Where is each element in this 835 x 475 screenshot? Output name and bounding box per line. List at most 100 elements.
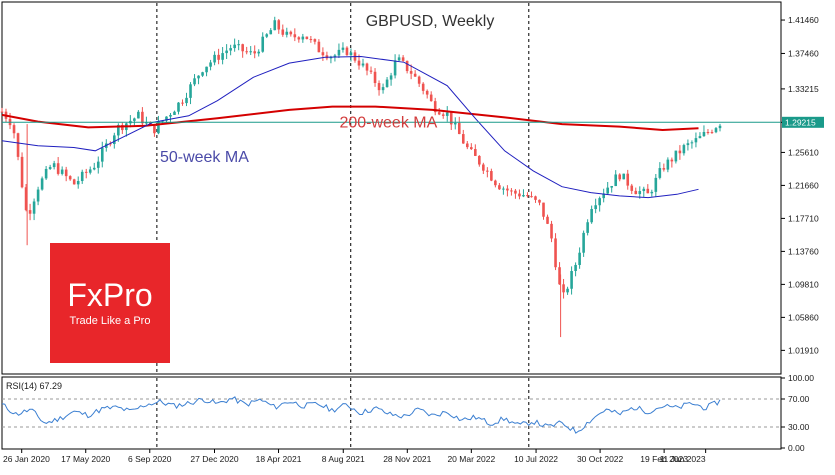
candle-body-94 (377, 83, 381, 91)
candle-body-52 (209, 62, 212, 67)
candle-body-85 (341, 47, 345, 50)
candle-body-84 (337, 49, 341, 56)
candle-body-128 (514, 190, 517, 194)
candle-body-38 (153, 124, 156, 134)
time-tick-label-0: 26 Jan 2020 (3, 454, 50, 464)
chart-title: GBPUSD, Weekly (366, 13, 495, 30)
candle-body-116 (465, 143, 469, 148)
candle-body-7 (28, 210, 32, 214)
candle-body-102 (409, 71, 413, 74)
candle-body-109 (437, 112, 441, 115)
candle-body-122 (490, 171, 493, 181)
time-tick-label-9: 30 Oct 2022 (577, 454, 624, 464)
candle-body-140 (562, 284, 565, 293)
candle-body-178 (714, 128, 718, 133)
rsi-tick-label-3: 0.00 (788, 443, 805, 453)
candle-body-36 (145, 122, 148, 124)
candle-body-0 (0, 111, 4, 113)
candle-body-114 (457, 122, 461, 135)
candle-body-73 (293, 34, 297, 38)
candle-body-141 (566, 288, 569, 293)
price-tick-label-2: 1.33215 (788, 84, 819, 94)
candle-body-106 (425, 90, 429, 95)
candle-body-58 (233, 44, 236, 49)
candle-body-46 (185, 97, 188, 104)
candle-body-80 (321, 52, 325, 56)
candle-body-35 (141, 111, 144, 124)
candle-body-132 (530, 196, 533, 198)
time-tick-label-5: 8 Aug 2021 (322, 454, 365, 464)
candle-body-151 (606, 187, 609, 194)
candle-body-104 (417, 76, 421, 84)
candle-body-24 (96, 161, 100, 168)
candle-body-159 (638, 191, 642, 195)
time-axis: 26 Jan 2020 17 May 2020 6 Sep 2020 27 Dec 2… (3, 449, 707, 464)
candle-body-99 (397, 57, 401, 61)
candle-body-43 (173, 111, 176, 115)
candle-body-4 (16, 133, 20, 157)
candle-body-96 (385, 79, 389, 88)
price-tick-label-9: 1.05860 (788, 312, 819, 322)
candle-body-34 (137, 111, 140, 119)
candle-body-65 (261, 36, 265, 52)
candle-body-118 (474, 149, 477, 156)
candle-body-163 (654, 177, 658, 192)
candle-body-152 (610, 186, 613, 188)
candle-body-23 (92, 167, 96, 170)
candle-body-145 (582, 232, 585, 253)
candle-body-165 (662, 168, 666, 170)
candle-body-98 (393, 60, 397, 76)
candle-body-51 (205, 66, 208, 73)
candle-body-170 (682, 145, 686, 154)
current-price-badge (782, 116, 824, 128)
time-tick-label-10: 19 Feb 2023 (640, 454, 688, 464)
moving-averages (1, 55, 781, 199)
fxpro-logo: FxPro Trade Like a Pro (50, 243, 170, 363)
price-tick-label-8: 1.09810 (788, 279, 819, 289)
fxpro-logo-tagline: Trade Like a Pro (70, 315, 151, 327)
candle-body-87 (349, 52, 353, 56)
candle-body-124 (498, 185, 501, 190)
candle-body-83 (333, 55, 337, 58)
candle-body-133 (534, 196, 537, 200)
candle-body-15 (60, 169, 64, 174)
candle-body-21 (84, 171, 88, 173)
candle-body-59 (237, 44, 240, 46)
candle-body-131 (526, 195, 529, 197)
candle-body-82 (329, 57, 333, 59)
candle-body-17 (68, 176, 72, 180)
candle-body-138 (554, 238, 557, 268)
candle-body-126 (506, 188, 509, 191)
candle-body-153 (614, 174, 618, 187)
candle-body-160 (642, 188, 646, 192)
candle-body-144 (578, 252, 581, 265)
candle-body-158 (634, 190, 638, 195)
candle-body-5 (20, 156, 24, 188)
price-tick-label-6: 1.17710 (788, 213, 819, 223)
candle-body-91 (365, 63, 369, 71)
candle-body-72 (289, 31, 293, 35)
candle-body-142 (570, 271, 573, 289)
candle-body-63 (253, 51, 257, 54)
candle-body-103 (413, 73, 417, 77)
price-tick-label-10: 1.01910 (788, 345, 819, 355)
candle-body-11 (44, 168, 48, 179)
candle-body-171 (686, 143, 690, 146)
price-tick-label-7: 1.13760 (788, 246, 819, 256)
candle-body-68 (273, 20, 277, 31)
candle-body-71 (285, 31, 289, 35)
candle-body-107 (429, 94, 433, 102)
candle-body-113 (453, 122, 457, 125)
candle-body-89 (357, 60, 361, 66)
time-tick-label-11: 11 Jun 2023 (659, 454, 705, 464)
candle-body-161 (646, 188, 650, 194)
candle-body-127 (510, 190, 513, 192)
candle-body-112 (449, 112, 453, 125)
candle-body-123 (494, 180, 497, 186)
candle-body-42 (169, 114, 172, 117)
candle-body-55 (221, 53, 224, 60)
candle-body-117 (470, 147, 473, 150)
candle-body-92 (369, 70, 373, 72)
candle-body-125 (502, 188, 505, 190)
